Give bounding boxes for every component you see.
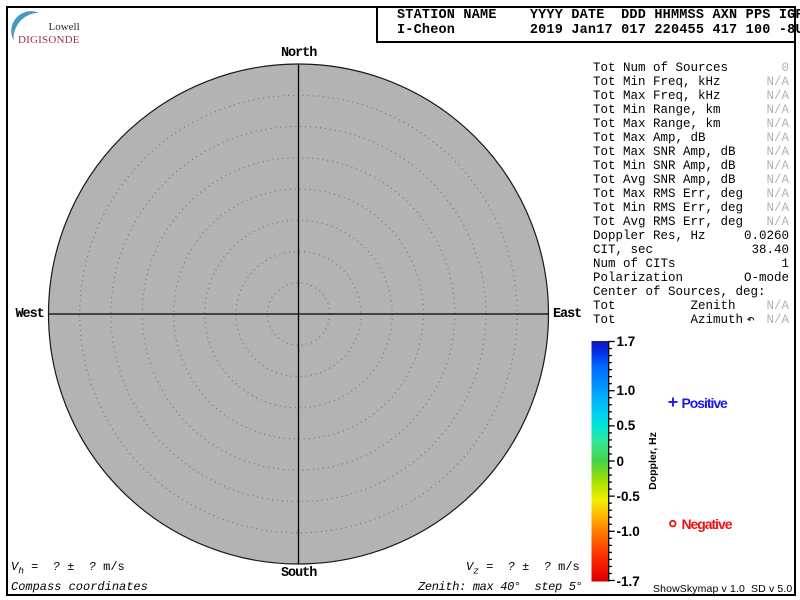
svg-text:Doppler, Hz: Doppler, Hz (647, 432, 659, 490)
